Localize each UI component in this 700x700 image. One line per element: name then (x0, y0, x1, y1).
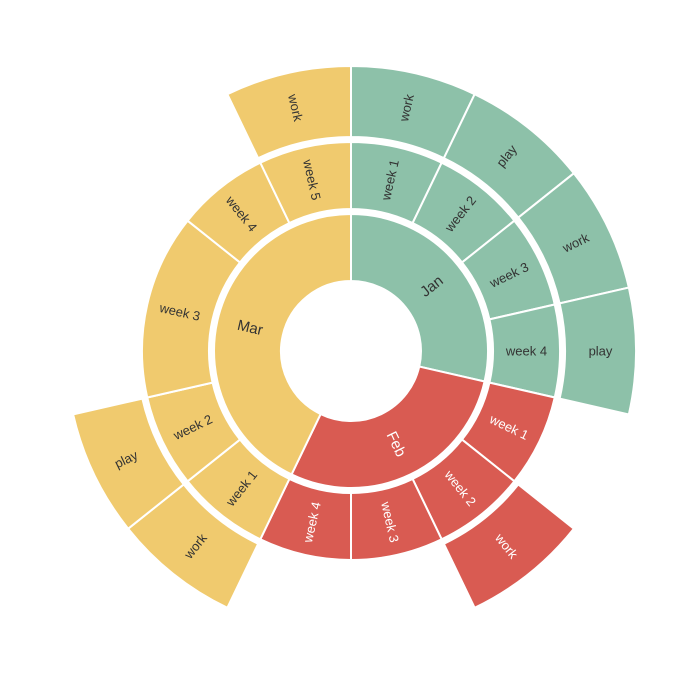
sector-mar-week-2-play[interactable] (71, 397, 186, 531)
sector-mar-week-5-work[interactable] (226, 64, 352, 160)
sector-feb[interactable] (290, 365, 486, 489)
sector-jan-week-4-play[interactable] (558, 286, 637, 416)
label-jan-week-1-work: work (396, 92, 417, 124)
label-jan-week-4: week 4 (505, 344, 547, 359)
sector-jan[interactable] (350, 212, 489, 383)
label-mar-week-5-work: work (285, 92, 306, 124)
sector-feb-week-2-work[interactable] (442, 483, 576, 610)
label-jan-week-4-play: play (589, 344, 613, 359)
sector-mar[interactable] (213, 212, 352, 476)
sector-mar-week-5[interactable] (258, 140, 352, 225)
label-mar: Mar (236, 317, 265, 339)
sunburst-sectors (71, 64, 637, 610)
